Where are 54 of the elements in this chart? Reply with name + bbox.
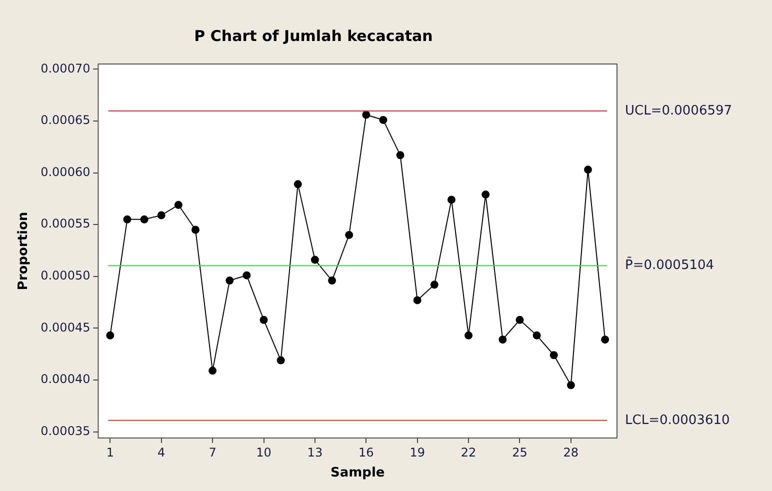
point (310, 256, 319, 264)
x-tick-label: 1 (106, 445, 114, 460)
x-axis-title: Sample (330, 466, 385, 481)
ref-line-label: LCL=0.0003610 (625, 412, 730, 428)
point (276, 356, 285, 364)
x-tick-label: 13 (307, 445, 323, 460)
y-tick-label: 0.00060 (40, 164, 90, 179)
point (294, 180, 302, 188)
point (242, 271, 251, 280)
x-tick-label: 7 (208, 445, 216, 460)
point (532, 331, 541, 340)
x-tick-label: 22 (460, 445, 476, 460)
point (482, 190, 490, 199)
ref-line-label: P̄=0.0005104 (625, 256, 714, 273)
point (226, 276, 234, 285)
point (601, 336, 610, 344)
ref-line-label: UCL=0.0006597 (625, 103, 732, 118)
point (447, 196, 456, 204)
y-tick-label: 0.00065 (40, 113, 90, 128)
chart-title: P Chart of Jumlah kecacatan (194, 26, 433, 45)
y-tick-label: 0.00035 (40, 424, 90, 438)
x-tick-label: 19 (410, 445, 425, 460)
point (157, 211, 166, 220)
x-tick-label: 10 (256, 445, 272, 460)
point (396, 151, 404, 160)
point (379, 116, 388, 124)
point (123, 215, 132, 224)
point (260, 316, 268, 324)
point (106, 331, 114, 340)
point (140, 215, 148, 224)
point (566, 381, 575, 390)
y-axis-title: Proportion (16, 212, 32, 290)
x-tick-label: 4 (158, 445, 166, 460)
point (345, 230, 354, 239)
point (430, 280, 438, 289)
point (550, 351, 558, 360)
y-tick-label: 0.00040 (40, 372, 90, 386)
y-tick-label: 0.00045 (40, 320, 90, 334)
point (498, 336, 507, 344)
point (174, 200, 182, 209)
point (328, 276, 336, 285)
point (464, 331, 473, 340)
point (362, 110, 370, 119)
point (584, 166, 592, 174)
x-tick-label: 16 (358, 445, 374, 460)
x-tick-label: 28 (563, 445, 579, 460)
point (516, 316, 524, 324)
y-tick-label: 0.00070 (40, 61, 90, 76)
x-tick-label: 25 (512, 445, 528, 460)
point (208, 366, 217, 375)
y-tick-label: 0.00050 (40, 268, 90, 283)
y-tick-label: 0.00055 (40, 216, 90, 231)
point (191, 226, 200, 234)
point (413, 296, 422, 304)
